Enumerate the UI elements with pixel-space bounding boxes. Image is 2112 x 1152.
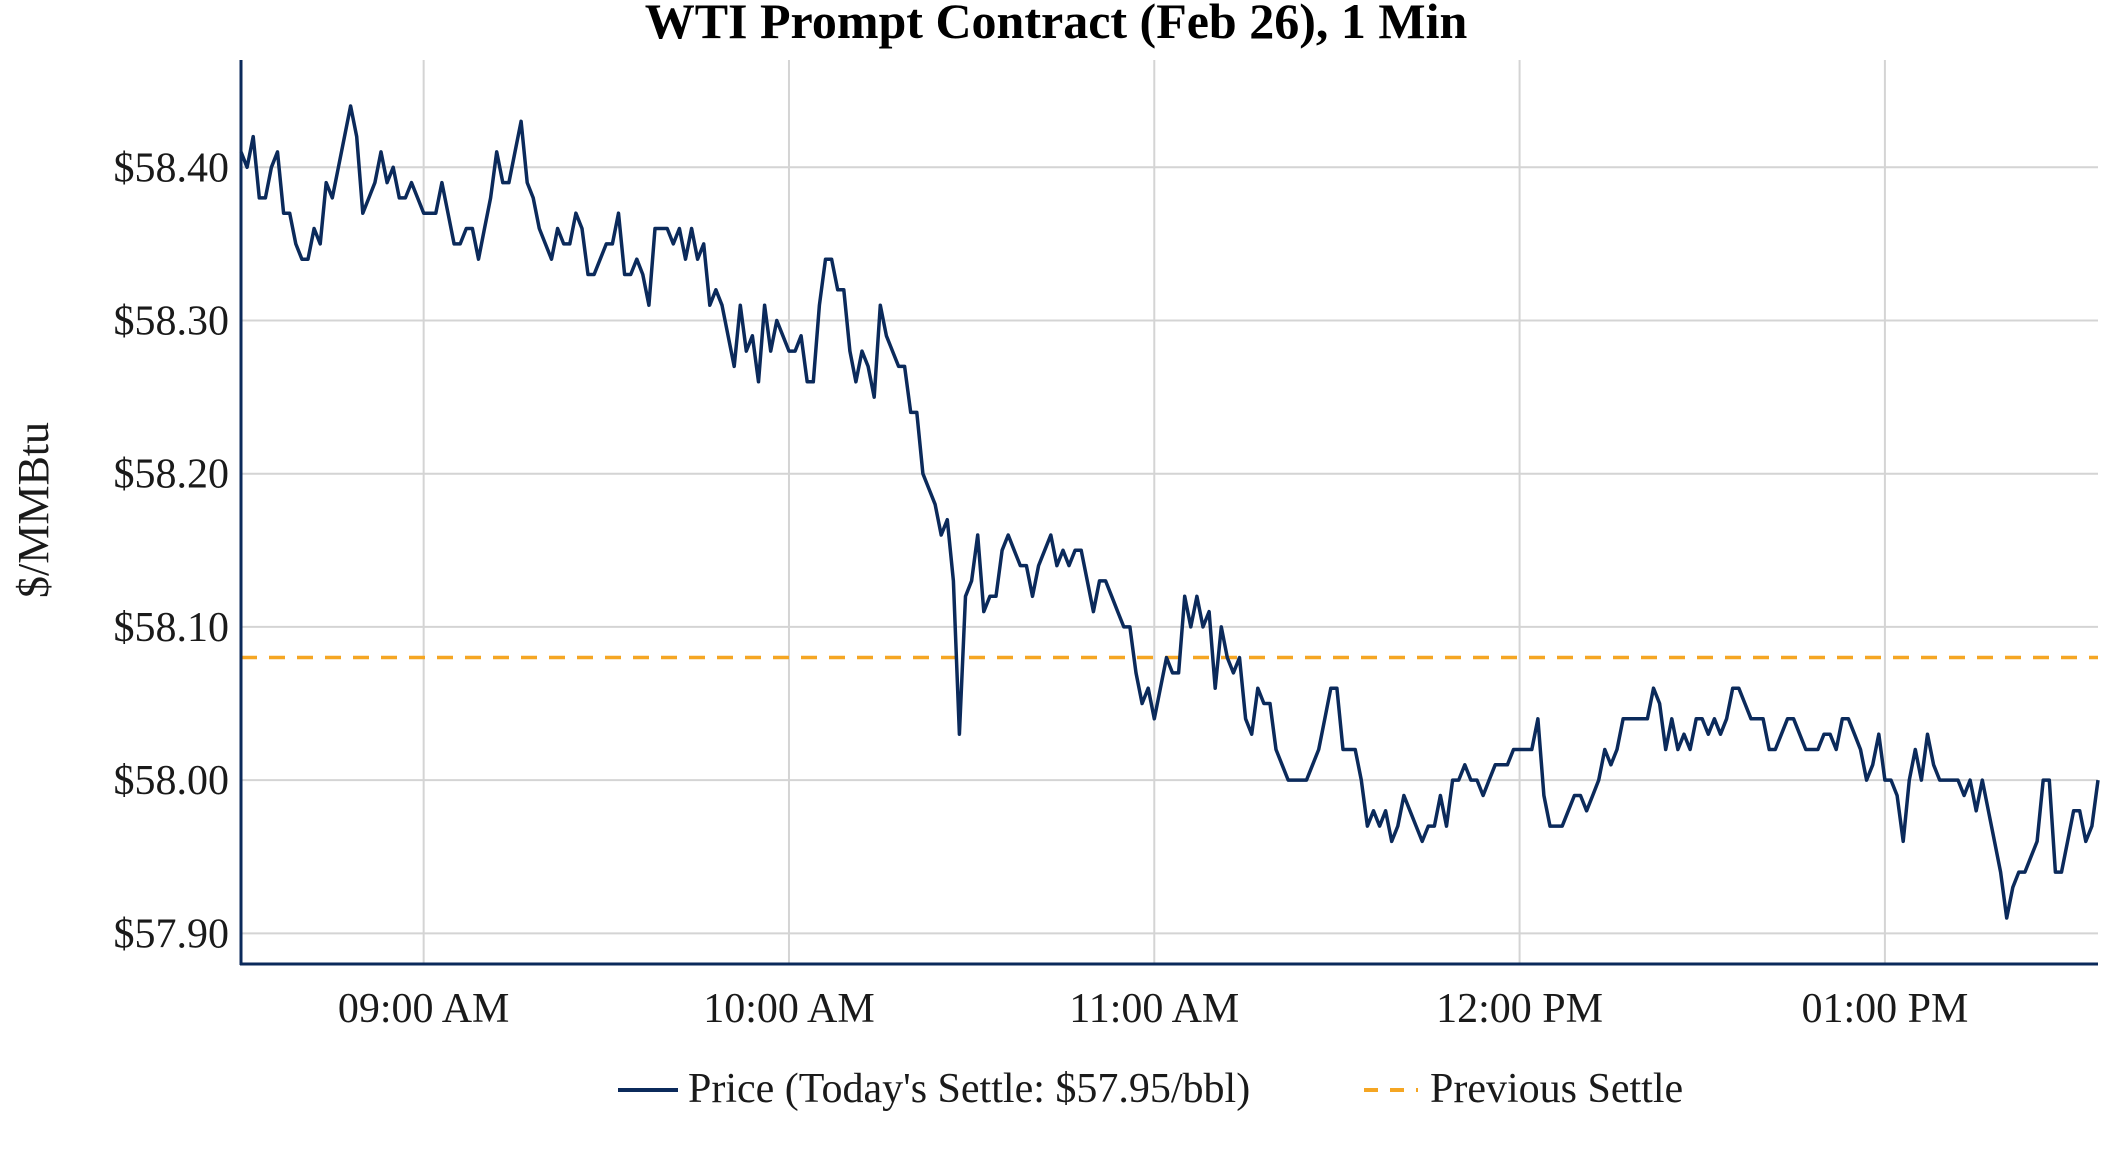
legend-item-previous-settle: Previous Settle bbox=[1364, 1066, 1683, 1112]
legend-label-price: Price (Today's Settle: $57.95/bbl) bbox=[688, 1066, 1250, 1112]
y-tick-labels: $57.90 $58.00 $58.10 $58.20 $58.30 $58.40 bbox=[114, 145, 230, 957]
legend-label-previous-settle: Previous Settle bbox=[1430, 1066, 1683, 1112]
legend: Price (Today's Settle: $57.95/bbl) Previo… bbox=[618, 1066, 1683, 1112]
x-tick-label: 11:00 AM bbox=[1069, 986, 1239, 1032]
y-tick-label: $58.00 bbox=[114, 758, 230, 804]
x-tick-label: 10:00 AM bbox=[703, 986, 875, 1032]
y-tick-label: $58.30 bbox=[114, 298, 230, 344]
x-tick-label: 09:00 AM bbox=[338, 986, 510, 1032]
price-line bbox=[239, 104, 2100, 920]
legend-item-price: Price (Today's Settle: $57.95/bbl) bbox=[618, 1066, 1250, 1112]
x-tick-labels: 09:00 AM 10:00 AM 11:00 AM 12:00 PM 01:00 PM bbox=[338, 986, 1968, 1032]
y-tick-label: $57.90 bbox=[114, 911, 230, 957]
y-tick-label: $58.10 bbox=[114, 605, 230, 651]
y-tick-label: $58.40 bbox=[114, 145, 230, 191]
y-tick-label: $58.20 bbox=[114, 452, 230, 498]
axes bbox=[239, 60, 2098, 966]
x-tick-label: 12:00 PM bbox=[1436, 986, 1603, 1032]
price-layer bbox=[239, 104, 2100, 920]
x-tick-label: 01:00 PM bbox=[1801, 986, 1968, 1032]
grid bbox=[241, 60, 2098, 964]
y-axis-title: $/MMBtu bbox=[9, 422, 58, 598]
chart-title: WTI Prompt Contract (Feb 26), 1 Min bbox=[645, 0, 1468, 49]
